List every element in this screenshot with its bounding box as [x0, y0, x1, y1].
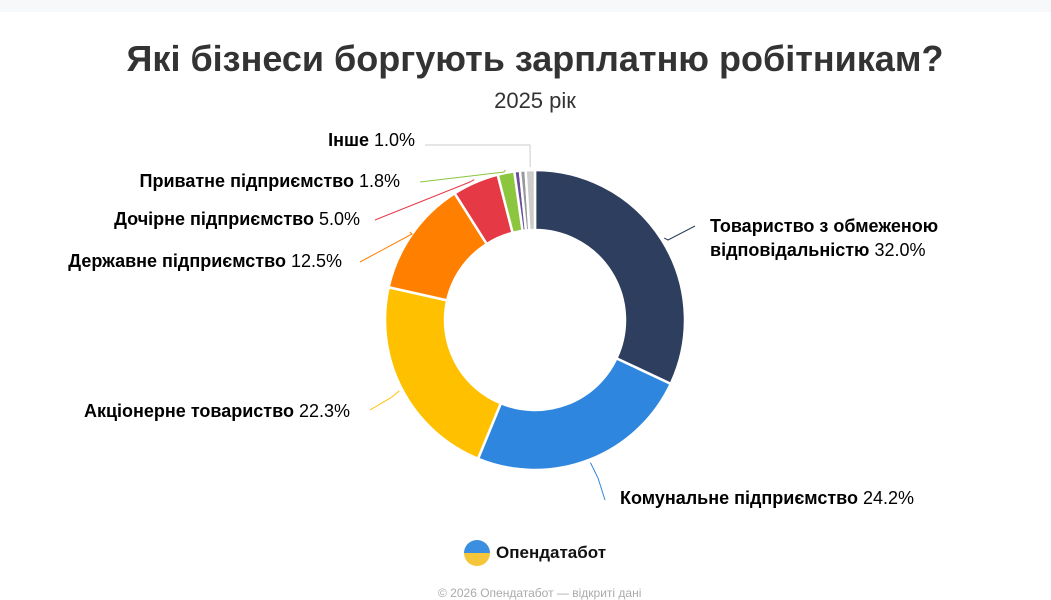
data-label-0: відповідальністю 32.0% — [710, 240, 925, 260]
leader-line-5 — [419, 169, 506, 183]
data-label-2: Акціонерне товариство 22.3% — [84, 401, 350, 421]
chart-subtitle: 2025 рік — [494, 88, 576, 113]
brand-logo: Опендатабот — [464, 540, 606, 566]
footer-text: © 2026 Опендатабот — відкриті дані — [438, 586, 642, 600]
leader-line-3 — [359, 231, 413, 263]
data-label-0: Товариство з обмеженою — [710, 216, 938, 236]
data-label-8: Інше 1.0% — [328, 130, 415, 150]
top-bar — [0, 0, 1051, 12]
brand-name: Опендатабот — [496, 543, 607, 562]
leader-line-1 — [589, 462, 606, 501]
leader-line-2 — [369, 390, 400, 411]
leader-line-4 — [374, 179, 475, 221]
data-label-5: Приватне підприємство 1.8% — [140, 171, 400, 191]
data-label-1: Комунальне підприємство 24.2% — [620, 488, 914, 508]
data-label-3: Державне підприємство 12.5% — [68, 251, 342, 271]
slice-8[interactable] — [524, 168, 537, 232]
leader-line-0 — [663, 225, 696, 241]
slice-2[interactable] — [383, 286, 503, 461]
leader-line-8 — [425, 144, 531, 168]
slice-0[interactable] — [533, 168, 687, 386]
data-label-4: Дочірне підприємство 5.0% — [114, 209, 360, 229]
logo-icon — [464, 540, 490, 566]
chart-title: Які бізнеси боргують зарплатню робітника… — [126, 38, 944, 79]
slice-1[interactable] — [476, 357, 672, 472]
